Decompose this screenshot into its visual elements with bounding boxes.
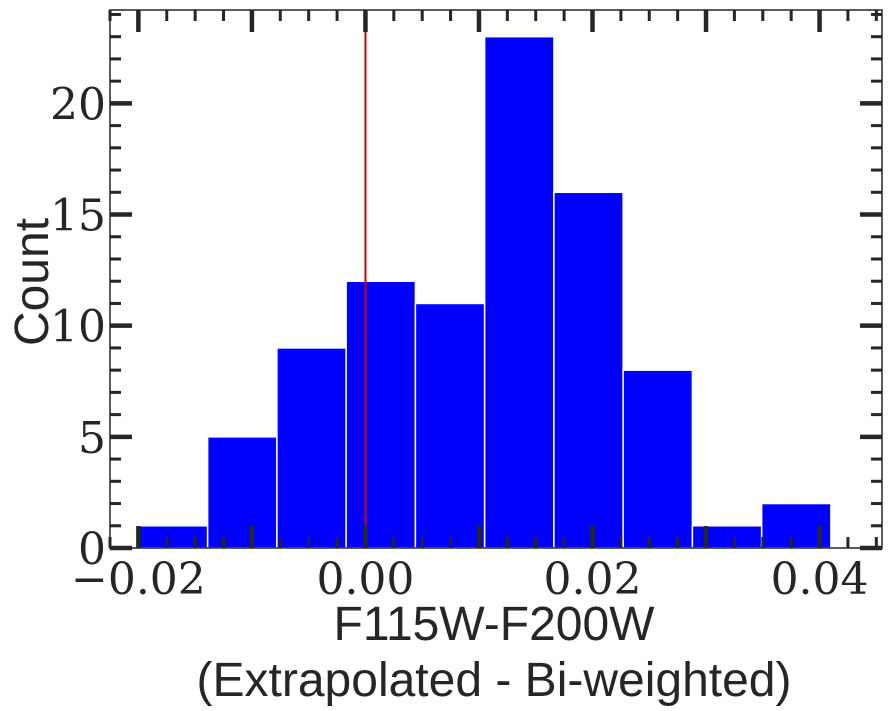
y-tick-label-2: 10 xyxy=(50,302,106,353)
histogram-bar-3 xyxy=(276,347,347,549)
histogram-bar-10 xyxy=(760,502,832,549)
x-tick-label-3: 0.04 xyxy=(771,554,869,605)
x-tick-label-0: −0.02 xyxy=(71,554,206,605)
histogram-bar-7 xyxy=(553,191,624,549)
histogram-bar-8 xyxy=(622,369,694,549)
y-axis-label: Count xyxy=(6,218,59,346)
plot-frame xyxy=(109,9,883,549)
histogram-bar-4 xyxy=(345,280,417,549)
histogram-bar-5 xyxy=(414,302,486,549)
x-tick-label-1: 0.00 xyxy=(316,554,414,605)
y-tick-label-3: 15 xyxy=(50,191,106,242)
x-axis-label: F115W-F200W xyxy=(334,598,656,651)
histogram-bar-9 xyxy=(691,525,763,549)
histogram-bar-1 xyxy=(137,525,209,549)
y-tick-label-0: 0 xyxy=(78,524,106,575)
y-tick-label-1: 5 xyxy=(78,413,106,464)
x-tick-label-2: 0.02 xyxy=(544,554,642,605)
y-tick-label-4: 20 xyxy=(50,79,106,130)
bars-layer xyxy=(137,35,832,549)
histogram-bar-6 xyxy=(483,35,555,549)
tick-labels-layer: −0.02 0.00 0.02 0.04 0 5 10 15 20 xyxy=(50,79,869,605)
ticks-layer xyxy=(108,10,882,551)
histogram-bar-2 xyxy=(206,436,278,549)
x-axis-label-line-2: (Extrapolated - Bi-weighted) xyxy=(197,654,792,707)
